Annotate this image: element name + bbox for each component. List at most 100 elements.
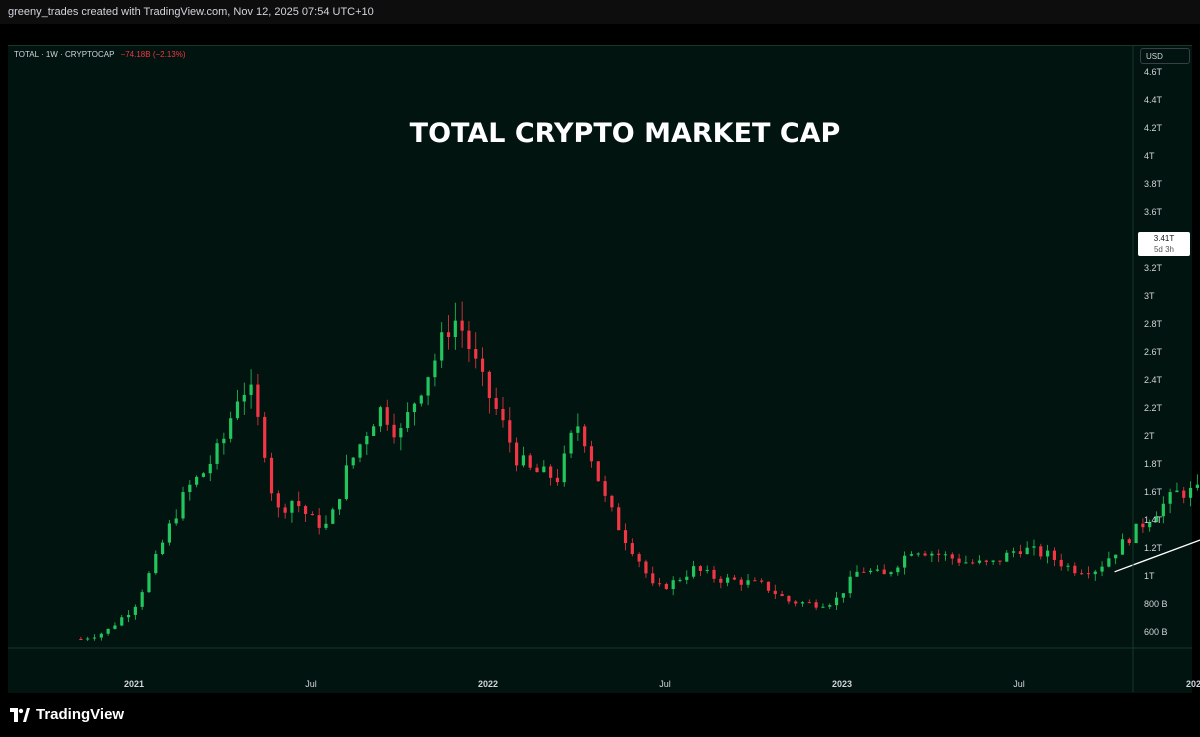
candle-body[interactable] — [365, 436, 369, 445]
candle-body[interactable] — [596, 461, 600, 482]
candle-body[interactable] — [351, 457, 355, 466]
candle-body[interactable] — [263, 416, 267, 458]
candle-body[interactable] — [1093, 571, 1097, 575]
candle-body[interactable] — [208, 463, 212, 474]
candle-body[interactable] — [950, 554, 954, 559]
candle-body[interactable] — [739, 579, 743, 585]
candle-body[interactable] — [855, 571, 859, 577]
candle-body[interactable] — [290, 500, 294, 513]
candle-body[interactable] — [569, 432, 573, 454]
candle-body[interactable] — [460, 320, 464, 331]
candle-body[interactable] — [276, 493, 280, 508]
candle-body[interactable] — [773, 590, 777, 595]
candle-body[interactable] — [487, 371, 491, 399]
candle-body[interactable] — [780, 594, 784, 597]
candle-body[interactable] — [453, 320, 457, 338]
candle-body[interactable] — [446, 332, 451, 338]
candle-body[interactable] — [1134, 523, 1138, 544]
candle-body[interactable] — [841, 593, 845, 598]
candle-body[interactable] — [310, 513, 314, 516]
currency-unit-button[interactable]: USD — [1140, 48, 1190, 64]
candle-body[interactable] — [1182, 490, 1186, 498]
candle-body[interactable] — [828, 605, 832, 607]
candle-body[interactable] — [303, 506, 308, 514]
candle-body[interactable] — [256, 384, 260, 417]
candle-body[interactable] — [337, 499, 342, 510]
candle-body[interactable] — [120, 617, 124, 626]
candle-body[interactable] — [269, 457, 274, 494]
candle-body[interactable] — [991, 560, 995, 562]
candle-body[interactable] — [868, 570, 873, 573]
candle-body[interactable] — [1188, 487, 1193, 498]
candle-body[interactable] — [317, 515, 321, 528]
candle-body[interactable] — [821, 606, 825, 608]
candle-body[interactable] — [133, 606, 137, 615]
candle-body[interactable] — [1080, 573, 1084, 575]
candle-body[interactable] — [521, 455, 525, 466]
candle-body[interactable] — [188, 484, 192, 493]
candle-body[interactable] — [630, 543, 634, 555]
candle-body[interactable] — [930, 553, 934, 556]
candle-body[interactable] — [1154, 516, 1159, 523]
brand-logo-link[interactable]: TradingView — [10, 706, 124, 723]
candle-body[interactable] — [195, 476, 199, 485]
candle-body[interactable] — [1086, 573, 1091, 575]
candle-body[interactable] — [937, 553, 941, 555]
chart-pane[interactable] — [8, 45, 1192, 693]
candle-body[interactable] — [399, 428, 403, 438]
candle-body[interactable] — [971, 562, 975, 564]
candle-body[interactable] — [603, 481, 607, 496]
candle-body[interactable] — [617, 507, 621, 531]
candle-body[interactable] — [160, 542, 165, 554]
candle-body[interactable] — [1127, 539, 1131, 544]
candle-body[interactable] — [719, 578, 723, 583]
candle-body[interactable] — [92, 637, 97, 639]
candle-body[interactable] — [943, 554, 948, 556]
candle-body[interactable] — [167, 523, 171, 543]
candle-body[interactable] — [1175, 490, 1179, 493]
candle-body[interactable] — [678, 579, 682, 581]
candle-body[interactable] — [589, 446, 594, 462]
candle-body[interactable] — [760, 580, 764, 582]
candle-body[interactable] — [726, 577, 730, 583]
candle-body[interactable] — [467, 330, 471, 350]
candle-body[interactable] — [86, 638, 90, 640]
candle-body[interactable] — [882, 569, 886, 575]
candle-body[interactable] — [140, 592, 144, 607]
candle-body[interactable] — [705, 569, 709, 571]
candle-body[interactable] — [222, 438, 226, 444]
candle-body[interactable] — [419, 395, 423, 404]
candle-body[interactable] — [889, 572, 893, 575]
candle-body[interactable] — [1161, 503, 1165, 517]
candle-body[interactable] — [610, 495, 614, 508]
candle-body[interactable] — [1045, 550, 1050, 557]
candle-body[interactable] — [753, 580, 757, 582]
candle-body[interactable] — [685, 576, 689, 580]
candle-body[interactable] — [1148, 522, 1152, 528]
candle-body[interactable] — [501, 408, 505, 421]
symbol-legend[interactable]: TOTAL · 1W · CRYPTOCAP −74.18B (−2.13%) — [14, 50, 186, 59]
candle-body[interactable] — [126, 614, 131, 618]
candle-body[interactable] — [644, 561, 648, 574]
candle-body[interactable] — [1073, 565, 1077, 574]
candle-body[interactable] — [385, 407, 389, 425]
candle-body[interactable] — [1032, 546, 1036, 548]
candle-body[interactable] — [181, 492, 185, 519]
candle-body[interactable] — [344, 465, 348, 500]
candle-body[interactable] — [1025, 547, 1029, 555]
candle-body[interactable] — [623, 530, 628, 544]
candle-body[interactable] — [433, 360, 437, 378]
candle-body[interactable] — [229, 418, 233, 439]
candle-body[interactable] — [1039, 546, 1043, 557]
candle-body[interactable] — [549, 466, 553, 478]
candle-body[interactable] — [977, 560, 982, 563]
candle-body[interactable] — [1018, 551, 1022, 555]
candle-body[interactable] — [583, 426, 587, 447]
candle-body[interactable] — [555, 477, 560, 483]
candle-body[interactable] — [984, 560, 988, 562]
candle-body[interactable] — [1059, 559, 1063, 567]
candle-body[interactable] — [1120, 539, 1125, 555]
candle-body[interactable] — [637, 554, 641, 562]
candle-body[interactable] — [215, 443, 219, 464]
candle-body[interactable] — [712, 569, 716, 579]
